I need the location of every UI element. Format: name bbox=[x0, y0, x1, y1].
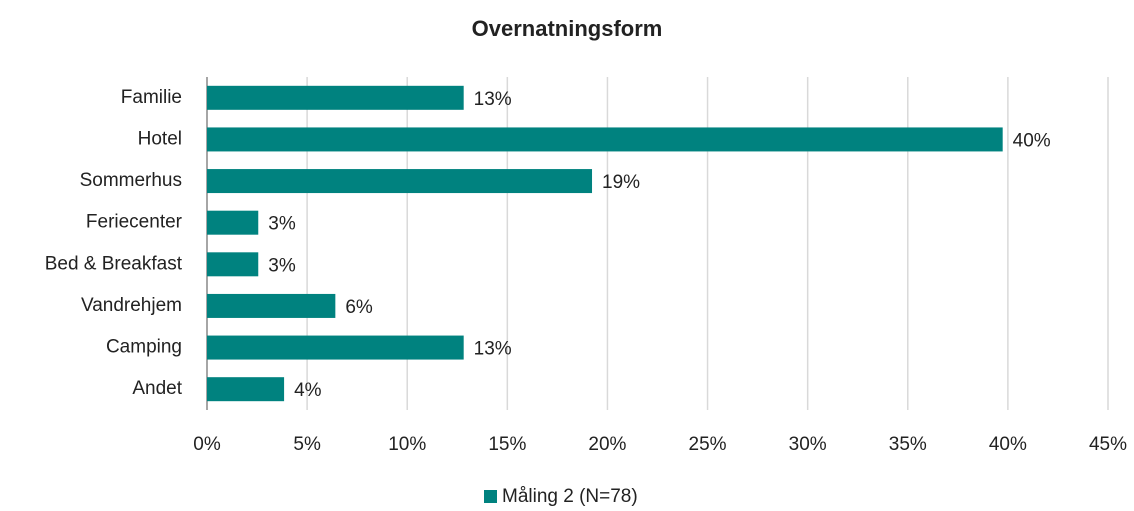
x-tick-label: 10% bbox=[388, 434, 426, 455]
value-label: 40% bbox=[1013, 130, 1051, 151]
x-tick-label: 30% bbox=[789, 434, 827, 455]
x-tick-label: 5% bbox=[293, 434, 321, 455]
x-tick-label: 25% bbox=[689, 434, 727, 455]
legend-label: Måling 2 (N=78) bbox=[502, 486, 638, 507]
y-tick-label: Bed & Breakfast bbox=[45, 253, 183, 274]
y-tick-label: Hotel bbox=[138, 128, 182, 149]
value-label: 4% bbox=[294, 380, 322, 401]
legend-swatch bbox=[484, 490, 497, 503]
value-label: 6% bbox=[345, 297, 373, 318]
bar bbox=[207, 377, 285, 402]
y-tick-label: Feriecenter bbox=[86, 212, 183, 233]
value-label: 13% bbox=[474, 89, 512, 110]
bar bbox=[207, 127, 1003, 152]
value-label: 3% bbox=[268, 214, 296, 235]
x-tick-label: 35% bbox=[889, 434, 927, 455]
value-label: 19% bbox=[602, 172, 640, 193]
chart-title: Overnatningsform bbox=[472, 16, 663, 41]
y-tick-label: Vandrehjem bbox=[81, 295, 182, 316]
y-tick-label: Sommerhus bbox=[80, 170, 182, 191]
x-tick-label: 40% bbox=[989, 434, 1027, 455]
value-label: 3% bbox=[268, 255, 296, 276]
bar bbox=[207, 210, 259, 235]
bar bbox=[207, 293, 336, 318]
y-tick-label: Andet bbox=[132, 378, 182, 399]
x-tick-label: 15% bbox=[488, 434, 526, 455]
y-tick-label: Camping bbox=[106, 337, 182, 358]
bar bbox=[207, 335, 464, 360]
bar bbox=[207, 252, 259, 277]
x-tick-label: 0% bbox=[193, 434, 221, 455]
value-label: 13% bbox=[474, 339, 512, 360]
x-tick-label: 20% bbox=[588, 434, 626, 455]
y-tick-label: Familie bbox=[121, 87, 182, 108]
x-tick-label: 45% bbox=[1089, 434, 1127, 455]
bar bbox=[207, 85, 464, 110]
bar bbox=[207, 169, 593, 194]
